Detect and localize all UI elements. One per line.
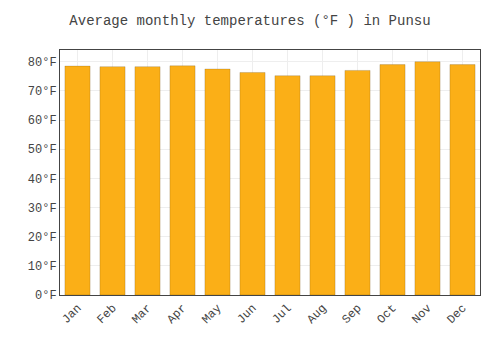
svg-text:Jan: Jan <box>59 302 84 327</box>
svg-text:20°F: 20°F <box>28 231 57 245</box>
svg-text:40°F: 40°F <box>28 173 57 187</box>
svg-text:30°F: 30°F <box>28 202 57 216</box>
svg-text:80°F: 80°F <box>28 56 57 70</box>
svg-text:Mar: Mar <box>129 302 154 327</box>
svg-text:Feb: Feb <box>94 302 119 327</box>
svg-text:60°F: 60°F <box>28 114 57 128</box>
svg-text:Apr: Apr <box>164 302 189 327</box>
svg-text:Aug: Aug <box>304 302 329 327</box>
svg-text:50°F: 50°F <box>28 143 57 157</box>
svg-text:Jun: Jun <box>234 302 259 327</box>
svg-text:Jul: Jul <box>269 302 294 327</box>
svg-text:Oct: Oct <box>374 302 399 327</box>
svg-text:0°F: 0°F <box>35 289 57 303</box>
svg-text:10°F: 10°F <box>28 260 57 274</box>
svg-text:Nov: Nov <box>409 302 434 327</box>
svg-text:70°F: 70°F <box>28 85 57 99</box>
svg-text:Dec: Dec <box>444 302 469 327</box>
svg-text:Average monthly temperatures (: Average monthly temperatures (°F ) in Pu… <box>69 13 430 29</box>
svg-text:Sep: Sep <box>339 302 364 327</box>
svg-text:May: May <box>199 302 224 327</box>
